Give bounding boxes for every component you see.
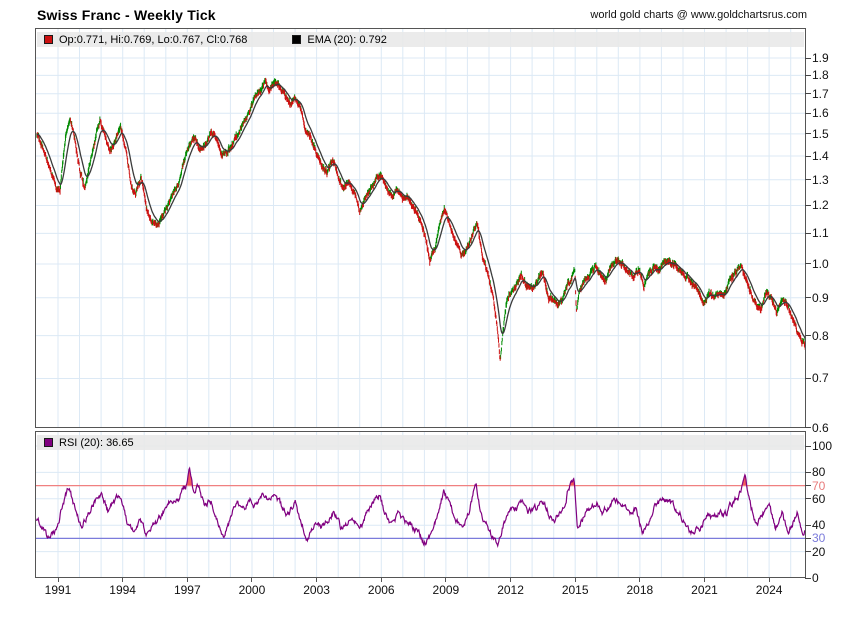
- rsi-axis-tick: [805, 471, 811, 473]
- price-axis-tick: [805, 427, 811, 429]
- price-axis-tick: [805, 297, 811, 299]
- rsi-chart: [36, 432, 805, 577]
- year-label: 2000: [238, 583, 266, 597]
- rsi-axis-tick: [805, 551, 811, 553]
- price-axis-label: 0.6: [812, 420, 829, 435]
- price-axis-label: 1.2: [812, 198, 829, 213]
- year-label: 1997: [173, 583, 201, 597]
- rsi-axis-label: 40: [812, 518, 826, 533]
- year-label: 2012: [497, 583, 524, 597]
- rsi-panel: RSI (20): 36.65: [35, 431, 806, 578]
- year-axis-tick: [639, 578, 641, 582]
- rsi-axis-tick: [805, 524, 811, 526]
- rsi-axis-label: 30: [812, 531, 826, 546]
- price-axis-label: 1.4: [812, 149, 829, 163]
- price-legend: Op:0.771, Hi:0.769, Lo:0.767, Cl:0.768 E…: [37, 32, 804, 47]
- year-axis-tick: [445, 578, 447, 582]
- price-axis-label: 0.7: [812, 371, 829, 386]
- year-label: 1991: [44, 583, 72, 597]
- year-axis-tick: [574, 578, 576, 582]
- price-axis-tick: [805, 93, 811, 95]
- year-axis-tick: [704, 578, 705, 582]
- price-axis-label: 1.7: [812, 86, 829, 101]
- rsi-axis-label: 60: [812, 491, 826, 506]
- price-chart: [36, 29, 805, 427]
- ohlc-legend-swatch: [44, 35, 53, 44]
- year-axis-tick: [510, 578, 512, 582]
- rsi-axis-tick: [805, 445, 811, 447]
- year-axis-tick: [57, 578, 59, 582]
- price-axis-tick: [805, 232, 811, 234]
- price-axis-tick: [805, 155, 811, 157]
- year-label: 2006: [367, 583, 395, 597]
- year-axis-tick: [380, 578, 382, 582]
- chart-title: Swiss Franc - Weekly Tick: [37, 7, 216, 23]
- price-axis-label: 1.6: [812, 106, 829, 121]
- price-axis-tick: [805, 57, 811, 59]
- year-axis-tick: [122, 578, 124, 582]
- price-axis-tick: [805, 335, 811, 337]
- rsi-axis-label: 80: [812, 465, 826, 480]
- year-label: 2024: [755, 583, 783, 597]
- rsi-axis-tick: [805, 498, 811, 500]
- price-axis-label: 1.5: [812, 126, 829, 141]
- ohlc-legend-item: Op:0.771, Hi:0.769, Lo:0.767, Cl:0.768: [37, 34, 247, 46]
- price-axis-label: 0.9: [812, 290, 829, 305]
- year-label: 2018: [626, 583, 654, 597]
- price-axis-tick: [805, 263, 811, 265]
- price-axis-label: 1.9: [812, 51, 829, 65]
- price-axis-label: 1.0: [812, 256, 829, 271]
- rsi-axis-label: 100: [812, 439, 833, 453]
- year-label: 2003: [303, 583, 330, 597]
- price-panel: Op:0.771, Hi:0.769, Lo:0.767, Cl:0.768 E…: [35, 28, 806, 428]
- price-axis-tick: [805, 377, 811, 379]
- price-axis-label: 1.8: [812, 68, 829, 83]
- year-label: 1994: [109, 583, 136, 597]
- rsi-legend-item: RSI (20): 36.65: [37, 437, 134, 449]
- rsi-axis-label: 70: [812, 478, 826, 493]
- year-label: 2009: [432, 583, 460, 597]
- price-axis-tick: [805, 112, 811, 114]
- rsi-axis-label: 0: [812, 571, 819, 585]
- price-axis-label: 0.8: [812, 328, 829, 343]
- year-axis-tick: [316, 578, 318, 582]
- ema-legend-swatch: [292, 35, 302, 44]
- year-axis-tick: [768, 578, 770, 582]
- price-axis-label: 1.3: [812, 172, 829, 187]
- price-axis-label: 1.1: [812, 226, 829, 241]
- price-axis-tick: [805, 74, 811, 76]
- ema-line: [36, 83, 805, 340]
- rsi-axis-label: 20: [812, 544, 826, 559]
- rsi-line: [36, 466, 805, 548]
- year-axis-tick: [186, 578, 188, 582]
- ema-legend-label: EMA (20): 0.792: [307, 33, 387, 46]
- ohlc-legend-label: Op:0.771, Hi:0.769, Lo:0.767, Cl:0.768: [59, 33, 248, 46]
- price-axis-tick: [805, 204, 811, 206]
- year-axis-tick: [251, 578, 253, 582]
- rsi-legend-swatch: [44, 438, 53, 447]
- rsi-axis-tick: [805, 485, 811, 487]
- rsi-axis-tick: [805, 537, 811, 539]
- rsi-legend-label: RSI (20): 36.65: [59, 436, 134, 449]
- chart-credit: world gold charts @ www.goldchartsrus.co…: [590, 9, 807, 21]
- rsi-legend: RSI (20): 36.65: [37, 435, 804, 450]
- price-axis-tick: [805, 133, 811, 135]
- price-axis-tick: [805, 179, 811, 181]
- ema-legend-item: EMA (20): 0.792: [285, 34, 387, 46]
- rsi-axis-tick: [805, 577, 811, 579]
- year-label: 2021: [691, 583, 718, 597]
- year-label: 2015: [561, 583, 589, 597]
